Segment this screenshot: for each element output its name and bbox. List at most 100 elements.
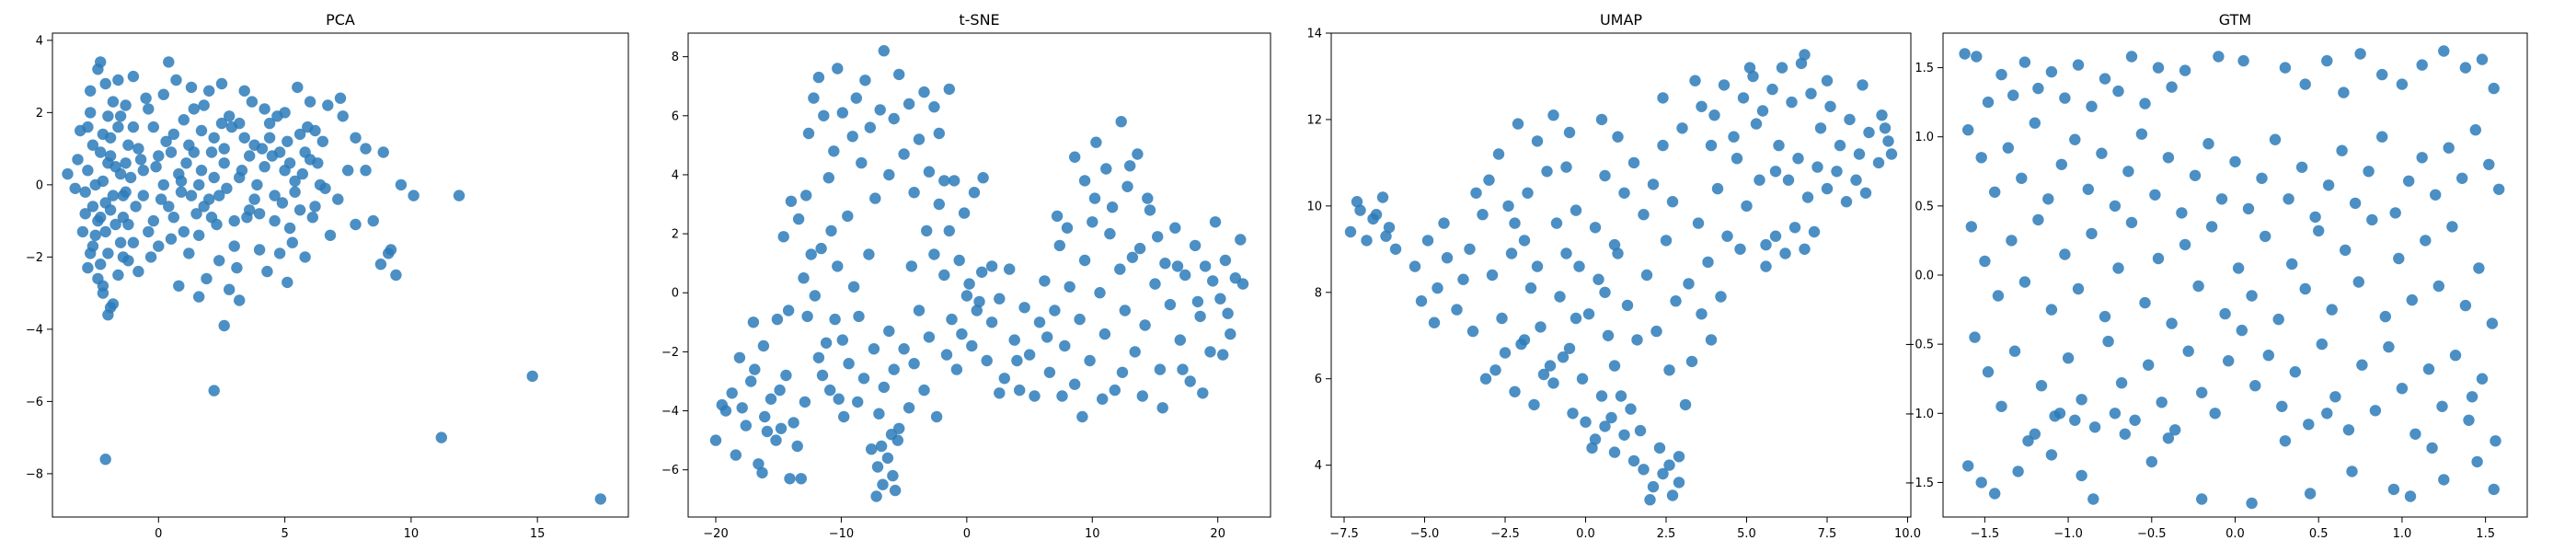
data-point — [1670, 295, 1682, 307]
data-point — [282, 135, 293, 147]
data-point — [259, 103, 270, 115]
data-point — [104, 150, 117, 162]
data-point — [282, 276, 293, 289]
data-point — [1731, 153, 1743, 165]
data-point — [2426, 442, 2438, 454]
data-point — [350, 132, 362, 144]
data-point — [1029, 390, 1041, 402]
data-point — [1769, 166, 1782, 178]
data-point — [871, 461, 884, 473]
data-point — [903, 98, 915, 110]
data-point — [2463, 414, 2475, 426]
data-point — [2045, 65, 2058, 78]
data-point — [1625, 403, 1637, 415]
data-point — [2035, 380, 2048, 392]
x-tick-label: −5.0 — [1410, 527, 1440, 541]
data-point — [960, 290, 973, 302]
data-point — [1728, 131, 1740, 143]
y-tick-label: 8 — [1315, 286, 1322, 300]
y-tick-label: 6 — [672, 109, 679, 123]
data-point — [870, 490, 882, 502]
x-tick-label: −7.5 — [1329, 527, 1359, 541]
data-point — [1370, 209, 1383, 221]
data-point — [1618, 429, 1630, 441]
data-point — [201, 272, 213, 285]
data-point — [112, 269, 124, 282]
data-point — [2326, 304, 2338, 316]
data-point — [1479, 373, 1492, 385]
data-point — [1078, 175, 1091, 187]
y-tick-label: 0.5 — [1915, 200, 1934, 213]
x-tick-label: 0 — [963, 527, 971, 541]
data-point — [360, 165, 372, 177]
data-point — [1483, 174, 1495, 186]
data-point — [2152, 252, 2165, 265]
data-point — [903, 402, 915, 414]
data-point — [2342, 424, 2355, 436]
data-point — [1573, 260, 1585, 272]
data-point — [1721, 230, 1733, 242]
data-point — [2122, 166, 2134, 178]
data-point — [2336, 144, 2348, 156]
data-point — [2112, 262, 2124, 274]
data-point — [99, 225, 111, 238]
data-point — [269, 214, 281, 227]
x-tick-label: 2.5 — [1657, 527, 1676, 541]
data-point — [1982, 96, 1995, 109]
data-point — [1760, 260, 1772, 272]
data-point — [1992, 290, 2005, 302]
data-point — [221, 182, 233, 194]
data-point — [733, 351, 746, 363]
data-point — [1657, 139, 1669, 152]
data-point — [1121, 180, 1133, 192]
data-point — [155, 193, 167, 205]
data-point — [808, 92, 820, 104]
data-point — [2169, 424, 2181, 436]
data-point — [244, 150, 256, 162]
data-point — [898, 343, 910, 355]
data-point — [246, 96, 259, 108]
y-tick-label: 1.0 — [1915, 131, 1934, 144]
data-point — [2135, 128, 2148, 140]
data-point — [2209, 408, 2221, 420]
data-point — [1518, 235, 1531, 247]
data-point — [2488, 483, 2500, 496]
data-point — [1882, 135, 1894, 147]
data-point — [1580, 416, 1592, 428]
data-point — [2366, 213, 2378, 226]
data-point — [1225, 328, 1236, 340]
data-point — [836, 334, 848, 346]
data-point — [120, 157, 132, 169]
data-point — [846, 131, 858, 143]
data-point — [1756, 105, 1769, 117]
data-point — [887, 469, 899, 482]
data-point — [76, 225, 89, 238]
data-point — [923, 331, 936, 343]
data-point — [1470, 187, 1482, 199]
data-point — [2449, 350, 2462, 362]
data-point — [92, 272, 104, 285]
data-point — [1109, 384, 1121, 397]
data-point — [2018, 276, 2031, 288]
data-point — [231, 261, 243, 274]
y-tick-label: 0 — [672, 287, 679, 301]
data-point — [316, 135, 328, 147]
data-point — [1222, 307, 1234, 319]
data-point — [1432, 282, 1443, 294]
data-point — [1531, 260, 1544, 272]
data-point — [933, 198, 945, 211]
y-tick-label: 2 — [36, 107, 43, 121]
data-point — [873, 408, 885, 420]
data-point — [918, 86, 930, 98]
data-point — [2416, 152, 2428, 164]
data-point — [2082, 183, 2094, 195]
data-point — [1537, 368, 1550, 381]
data-point — [198, 99, 210, 111]
data-point — [2045, 449, 2058, 461]
data-point — [1152, 231, 1164, 243]
data-point — [292, 81, 304, 94]
data-point — [62, 167, 74, 180]
data-point — [1053, 239, 1066, 252]
data-point — [2176, 207, 2188, 219]
data-point — [1834, 139, 1846, 152]
